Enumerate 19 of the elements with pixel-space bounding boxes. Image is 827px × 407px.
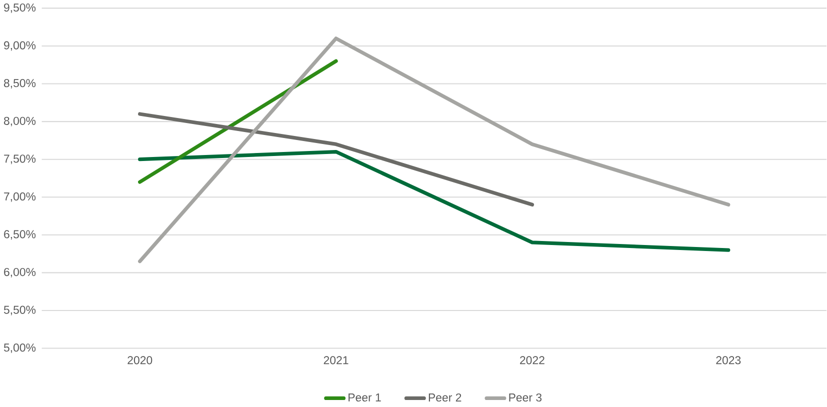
line-series (138, 150, 730, 252)
y-tick-label: 6,00% (4, 268, 36, 278)
y-tick-label: 7,00% (4, 192, 36, 202)
y-tick-label: 8,50% (4, 78, 36, 88)
x-tick-label: 2022 (520, 356, 544, 364)
y-tick-label: 7,50% (4, 154, 36, 164)
y-tick-label: 9,00% (4, 41, 36, 51)
y-tick-label: 8,00% (4, 116, 36, 126)
y-tick-label: 9,50% (4, 3, 36, 13)
y-tick-label: 5,50% (4, 306, 36, 316)
line-series (138, 36, 730, 264)
y-tick-label: 5,00% (4, 343, 36, 353)
legend-label: Peer 2 (428, 393, 462, 402)
legend-label: Peer 3 (509, 393, 542, 402)
x-tick-label: 2020 (128, 356, 152, 364)
legend-label: Peer 1 (348, 393, 381, 402)
y-tick-label: 6,50% (4, 230, 36, 240)
x-tick-label: 2023 (716, 356, 741, 364)
x-tick-label: 2021 (324, 356, 348, 364)
